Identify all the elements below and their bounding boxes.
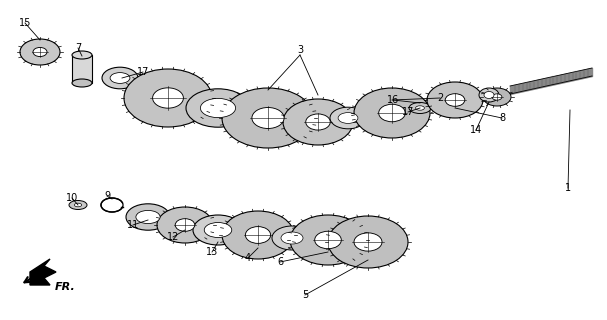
Text: 1: 1	[565, 183, 571, 193]
Ellipse shape	[175, 219, 195, 231]
Ellipse shape	[222, 211, 294, 259]
Ellipse shape	[126, 204, 170, 230]
Ellipse shape	[110, 73, 130, 84]
Ellipse shape	[69, 201, 87, 210]
Ellipse shape	[330, 107, 366, 129]
Text: 4: 4	[245, 253, 251, 263]
Ellipse shape	[409, 102, 431, 114]
Ellipse shape	[484, 92, 494, 99]
Text: 6: 6	[277, 257, 283, 267]
Ellipse shape	[157, 207, 213, 243]
Ellipse shape	[416, 106, 424, 110]
Ellipse shape	[354, 233, 382, 251]
Ellipse shape	[136, 211, 160, 224]
Ellipse shape	[354, 88, 430, 138]
Text: 17: 17	[137, 67, 149, 77]
Text: 14: 14	[470, 125, 482, 135]
Ellipse shape	[204, 222, 232, 237]
Ellipse shape	[152, 88, 183, 108]
Ellipse shape	[20, 39, 60, 65]
Ellipse shape	[283, 99, 353, 145]
Ellipse shape	[306, 114, 330, 130]
Text: 8: 8	[499, 113, 505, 123]
Text: 13: 13	[206, 247, 218, 257]
Ellipse shape	[200, 99, 236, 118]
Text: 5: 5	[302, 290, 308, 300]
Polygon shape	[30, 259, 56, 285]
Ellipse shape	[479, 88, 499, 102]
Ellipse shape	[281, 232, 303, 244]
Ellipse shape	[102, 67, 138, 89]
Ellipse shape	[379, 104, 405, 122]
Ellipse shape	[124, 69, 212, 127]
Text: 16: 16	[387, 95, 399, 105]
Text: 7: 7	[75, 43, 81, 53]
Ellipse shape	[338, 113, 358, 124]
Text: 9: 9	[104, 191, 110, 201]
Bar	[72, 55, 92, 83]
Ellipse shape	[252, 108, 284, 129]
Text: 3: 3	[297, 45, 303, 55]
Text: 12: 12	[167, 232, 179, 242]
Text: 17: 17	[402, 107, 414, 117]
Ellipse shape	[492, 94, 502, 100]
Text: 15: 15	[19, 18, 31, 28]
Ellipse shape	[483, 88, 511, 106]
Ellipse shape	[245, 227, 271, 244]
Ellipse shape	[290, 215, 366, 265]
Text: 2: 2	[437, 93, 443, 103]
Text: 10: 10	[66, 193, 78, 203]
Ellipse shape	[328, 216, 408, 268]
Text: FR.: FR.	[55, 282, 76, 292]
Ellipse shape	[186, 89, 250, 127]
Ellipse shape	[72, 51, 92, 59]
Ellipse shape	[272, 226, 312, 250]
Ellipse shape	[33, 47, 47, 57]
Text: 11: 11	[127, 220, 139, 230]
Ellipse shape	[427, 82, 483, 118]
Ellipse shape	[75, 203, 81, 207]
Ellipse shape	[445, 94, 465, 106]
Ellipse shape	[222, 88, 314, 148]
Ellipse shape	[72, 79, 92, 87]
Ellipse shape	[314, 231, 341, 249]
Ellipse shape	[193, 215, 243, 245]
